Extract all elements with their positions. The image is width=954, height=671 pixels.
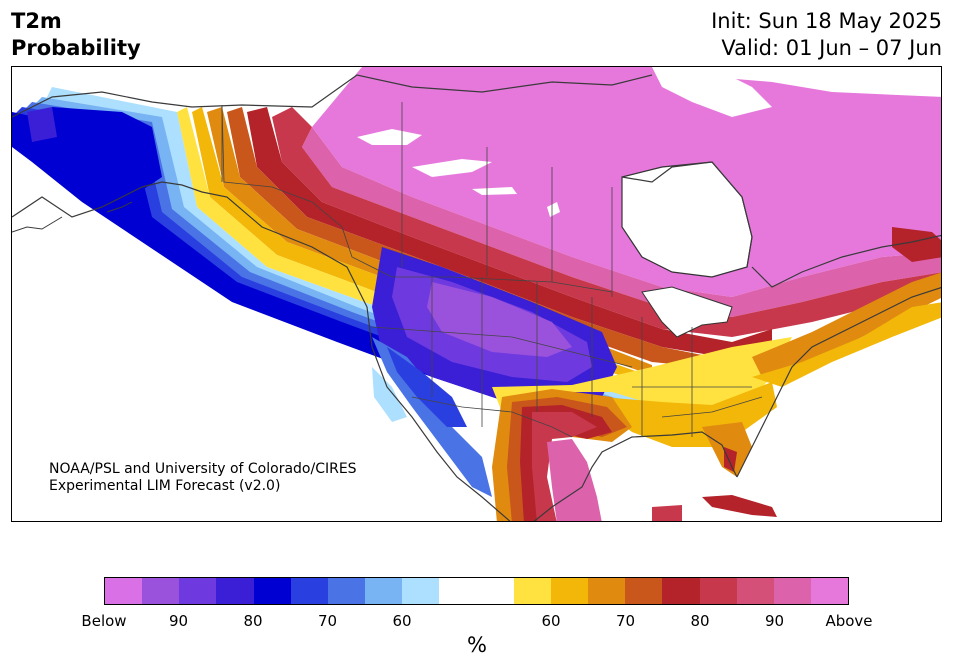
colorbar-cell bbox=[476, 578, 514, 604]
arctic-islands-gap bbox=[652, 67, 772, 117]
colorbar-cell bbox=[662, 578, 700, 604]
map-canvas bbox=[12, 67, 941, 521]
baja-light bbox=[372, 367, 407, 422]
colorbar-cell bbox=[550, 578, 589, 604]
colorbar-unit: % bbox=[467, 633, 487, 657]
cuba-red bbox=[702, 495, 777, 517]
init-date: Init: Sun 18 May 2025 bbox=[711, 9, 942, 33]
colorbar-tick-label: 80 bbox=[690, 612, 710, 630]
probability-map: NOAA/PSL and University of Colorado/CIRE… bbox=[11, 66, 942, 522]
above-band-orange bbox=[227, 107, 724, 369]
colorbar-cell bbox=[327, 578, 366, 604]
credit-text: NOAA/PSL and University of Colorado/CIRE… bbox=[49, 461, 357, 495]
greenland-gap bbox=[832, 67, 941, 87]
colorbar bbox=[104, 577, 849, 605]
colorbar-cell bbox=[179, 578, 217, 604]
newfoundland-red bbox=[892, 227, 941, 262]
colorbar-cell bbox=[588, 578, 626, 604]
northeast-amber bbox=[752, 272, 941, 377]
alaska-blue bbox=[52, 107, 162, 197]
above-band-gold bbox=[192, 107, 652, 385]
colorbar-cell bbox=[513, 578, 551, 604]
alaska-indigo bbox=[27, 107, 57, 142]
aleutians bbox=[12, 201, 133, 233]
coastlines bbox=[12, 74, 941, 521]
colorbar-cell bbox=[142, 578, 180, 604]
colorbar-tick-label: Below bbox=[81, 612, 127, 630]
colorbar-cell bbox=[773, 578, 811, 604]
colorbar-cell bbox=[402, 578, 440, 604]
credit-line-2: Experimental LIM Forecast (v2.0) bbox=[49, 478, 281, 494]
credit-line-1: NOAA/PSL and University of Colorado/CIRE… bbox=[49, 461, 357, 477]
above-band-red bbox=[247, 107, 772, 357]
northeast-gold bbox=[752, 302, 941, 387]
colorbar-tick-label: 90 bbox=[168, 612, 189, 630]
colorbar-cell bbox=[290, 578, 328, 604]
colorbar-tick-label: 60 bbox=[392, 612, 412, 630]
below-band-lavender bbox=[427, 282, 572, 357]
colorbar-cell bbox=[699, 578, 737, 604]
political-borders bbox=[221, 102, 763, 438]
colorbar-tick-label: 90 bbox=[764, 612, 785, 630]
colorbar-tick-label: 70 bbox=[615, 612, 636, 630]
colorbar-tick-label: 80 bbox=[243, 612, 263, 630]
mexico-pink bbox=[547, 439, 602, 521]
great-slave-lake bbox=[412, 159, 492, 177]
mexico-royal bbox=[387, 347, 467, 427]
texas-rose bbox=[532, 412, 597, 521]
colorbar-tick-label: 60 bbox=[541, 612, 561, 630]
forecast-dates: Init: Sun 18 May 2025 Valid: 01 Jun – 07… bbox=[711, 8, 942, 62]
colorbar-cell bbox=[439, 578, 477, 604]
colorbar-cell bbox=[810, 578, 849, 604]
title-quantity: Probability bbox=[11, 36, 141, 60]
colorbar-ticks: Below 90 80 70 60 60 70 80 90 Above bbox=[81, 612, 872, 632]
colorbar-cell bbox=[105, 578, 143, 604]
lake-athabasca bbox=[472, 187, 517, 195]
title-variable: T2m bbox=[11, 9, 62, 33]
colorbar-cell bbox=[216, 578, 254, 604]
florida-red bbox=[724, 447, 737, 472]
colorbar-cell bbox=[736, 578, 774, 604]
colorbar-tick-label: Above bbox=[825, 612, 873, 630]
above-band-pinkdark bbox=[302, 127, 941, 317]
great-lakes bbox=[641, 286, 733, 338]
lake-winnipeg bbox=[547, 202, 560, 217]
valid-range: Valid: 01 Jun – 07 Jun bbox=[721, 36, 942, 60]
colorbar-cell bbox=[253, 578, 291, 604]
colorbar-tick-label: 70 bbox=[317, 612, 338, 630]
yucatan-rose bbox=[652, 505, 682, 521]
colorbar-cell bbox=[365, 578, 403, 604]
chart-title: T2m Probability bbox=[11, 8, 141, 62]
colorbar-cell bbox=[625, 578, 663, 604]
great-bear-lake bbox=[357, 129, 422, 145]
